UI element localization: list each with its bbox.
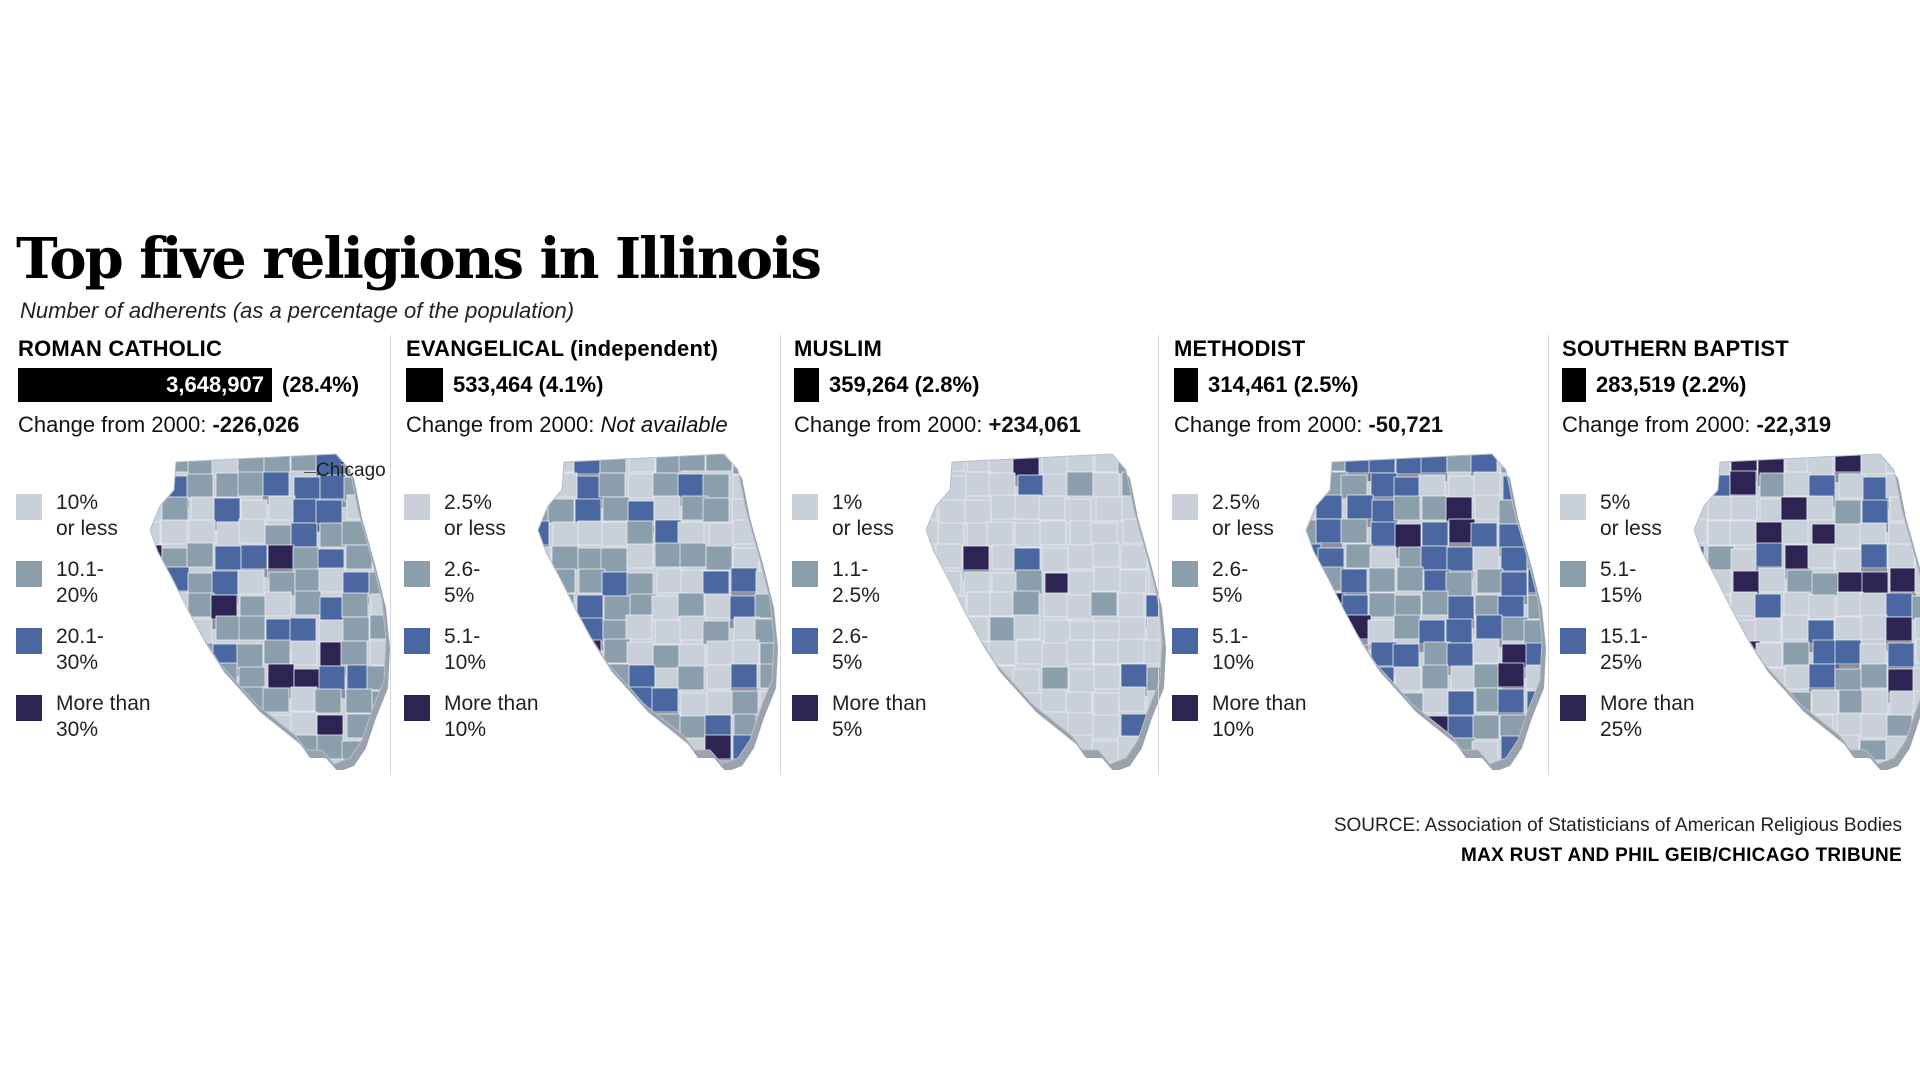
legend-swatch [404, 628, 430, 654]
panel-divider [780, 335, 781, 775]
legend-swatch [1172, 628, 1198, 654]
panel-muslim: MUSLIM 359,264 (2.8%) Change from 2000: +2… [792, 330, 1172, 775]
callout-leader-line [304, 472, 316, 473]
legend-label: 2.5% or less [1212, 491, 1274, 540]
legend-swatch [792, 494, 818, 520]
change-from-2000: Change from 2000: -50,721 [1174, 412, 1444, 437]
legend-label: More than 25% [1600, 692, 1695, 741]
panel-southern-baptist: SOUTHERN BAPTIST 283,519 (2.2%) Change fro… [1560, 330, 1920, 775]
legend-label: 10.1- 20% [56, 558, 104, 607]
illinois-county-map [925, 453, 1166, 770]
legend-label: 5.1- 15% [1600, 558, 1643, 607]
adherents-value: 314,461 (2.5%) [1208, 372, 1359, 397]
adherents-bar: 3,648,907 [18, 368, 272, 402]
legend-label: 5.1- 10% [444, 625, 487, 674]
chart-subtitle: Number of adherents (as a percentage of … [20, 298, 575, 323]
legend-swatch [1172, 561, 1198, 587]
illinois-county-map [1305, 453, 1546, 770]
legend-swatch [792, 561, 818, 587]
adherents-number: 3,648,907 [166, 372, 264, 397]
credit-line: MAX RUST AND PHIL GEIB/CHICAGO TRIBUNE [1460, 845, 1902, 866]
religion-name: ROMAN CATHOLIC [18, 336, 223, 361]
change-from-2000: Change from 2000: -226,026 [18, 412, 300, 437]
legend-swatch [16, 561, 42, 587]
panel-roman-catholic: ROMAN CATHOLIC 3,648,907 (28.4%) Change fro… [16, 330, 396, 775]
chicago-callout: Chicago [316, 460, 386, 481]
legend-swatch [16, 494, 42, 520]
religion-name: METHODIST [1174, 336, 1306, 361]
legend-swatch [1560, 695, 1586, 721]
illinois-county-map [537, 453, 778, 770]
legend-label: More than 5% [832, 692, 927, 741]
adherents-value: 283,519 (2.2%) [1596, 372, 1747, 397]
religion-panels: ROMAN CATHOLIC 3,648,907 (28.4%) Change fro… [0, 330, 1920, 780]
illinois-county-map [149, 453, 390, 770]
adherents-value: (28.4%) [282, 372, 360, 397]
legend-label: 2.6- 5% [444, 558, 481, 607]
panel-divider [1548, 335, 1549, 775]
panel-divider [390, 335, 391, 775]
legend-label: 10% or less [56, 491, 118, 540]
legend-swatch [792, 628, 818, 654]
adherents-bar [1174, 368, 1198, 402]
change-from-2000: Change from 2000: Not available [406, 412, 728, 437]
legend-label: 5% or less [1600, 491, 1662, 540]
adherents-bar [794, 368, 819, 402]
adherents-value: 359,264 (2.8%) [829, 372, 980, 397]
legend-swatch [1560, 494, 1586, 520]
legend-label: 2.6- 5% [1212, 558, 1249, 607]
panel-methodist: METHODIST 314,461 (2.5%) Change from 2000:… [1172, 330, 1552, 775]
adherents-bar [406, 368, 443, 402]
legend-swatch [1172, 695, 1198, 721]
religion-name: MUSLIM [794, 336, 882, 361]
legend-label: More than 10% [444, 692, 539, 741]
legend-swatch [792, 695, 818, 721]
legend-label: 5.1- 10% [1212, 625, 1255, 674]
legend-swatch [16, 628, 42, 654]
legend-swatch [1560, 561, 1586, 587]
legend-label: 20.1- 30% [56, 625, 104, 674]
illinois-county-map [1693, 453, 1920, 770]
legend-label: 2.5% or less [444, 491, 506, 540]
legend-label: 2.6- 5% [832, 625, 869, 674]
legend-swatch [1172, 494, 1198, 520]
religion-name: EVANGELICAL (independent) [406, 336, 719, 361]
panel-divider [1158, 335, 1159, 775]
legend-swatch [1560, 628, 1586, 654]
legend-label: 1% or less [832, 491, 894, 540]
legend-label: 1.1- 2.5% [832, 558, 880, 607]
panel-evangelical-independent: EVANGELICAL (independent) 533,464 (4.1%) C… [404, 330, 784, 775]
legend-label: More than 30% [56, 692, 151, 741]
adherents-value: 533,464 (4.1%) [453, 372, 604, 397]
chart-title: Top five religions in Illinois [16, 226, 822, 292]
legend-label: More than 10% [1212, 692, 1307, 741]
adherents-bar [1562, 368, 1586, 402]
religion-name: SOUTHERN BAPTIST [1562, 336, 1789, 361]
legend-swatch [404, 561, 430, 587]
legend-swatch [404, 494, 430, 520]
legend-swatch [16, 695, 42, 721]
legend-swatch [404, 695, 430, 721]
legend-label: 15.1- 25% [1600, 625, 1648, 674]
change-from-2000: Change from 2000: +234,061 [794, 412, 1081, 437]
change-from-2000: Change from 2000: -22,319 [1562, 412, 1832, 437]
source-note: SOURCE: Association of Statisticians of … [1333, 815, 1902, 836]
